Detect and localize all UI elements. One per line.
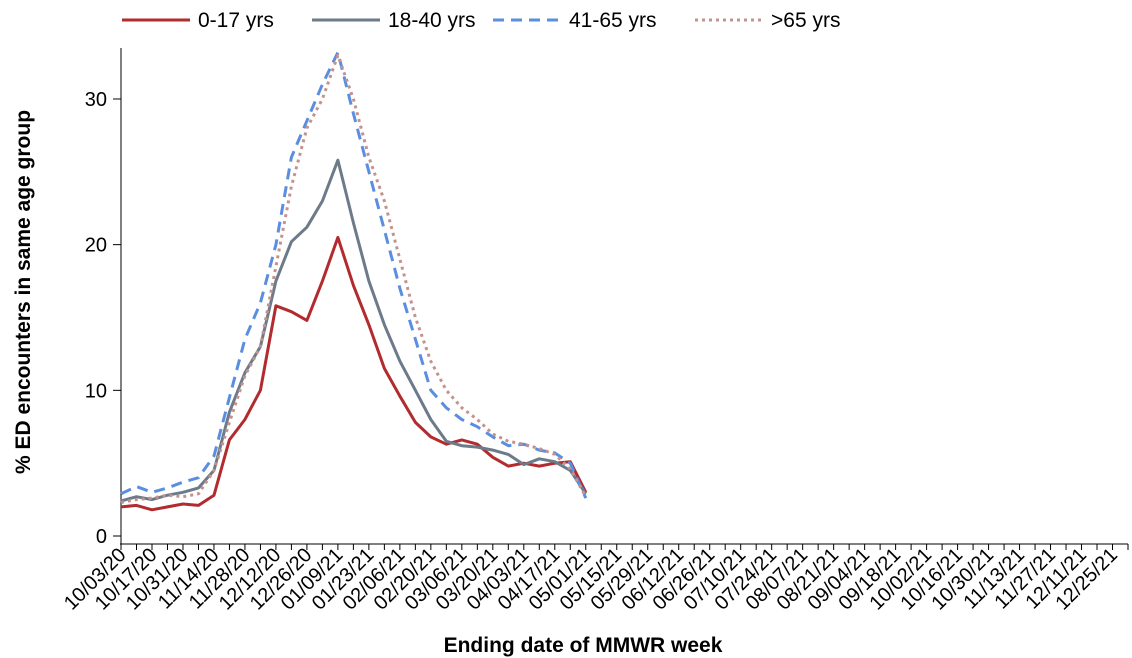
legend-label-2: 18-40 yrs [388, 9, 476, 32]
legend-label-4: >65 yrs [771, 9, 840, 32]
series-line-2 [120, 158, 588, 503]
x-axis-title: Ending date of MMWR week [444, 634, 723, 657]
x-axis: 10/03/2010/17/2010/31/2011/14/2011/28/20… [60, 543, 1129, 615]
y-tick-label: 20 [85, 235, 107, 257]
legend-label-1: 0-17 yrs [198, 9, 274, 32]
legend-label-3: 41-65 yrs [569, 9, 657, 32]
y-tick-label: 0 [96, 526, 107, 548]
series-line-1 [120, 235, 588, 512]
legend: 0-17 yrs 18-40 yrs 41-65 yrs >65 yrs [122, 9, 840, 32]
series-line-4 [120, 53, 588, 504]
y-tick-label: 30 [85, 89, 107, 111]
series-line-3 [120, 50, 588, 499]
y-tick-label: 10 [85, 380, 107, 402]
y-axis: 0 10 20 30 [85, 48, 122, 548]
y-axis-title: % ED encounters in same age group [12, 110, 35, 474]
plot-lines [120, 50, 588, 512]
